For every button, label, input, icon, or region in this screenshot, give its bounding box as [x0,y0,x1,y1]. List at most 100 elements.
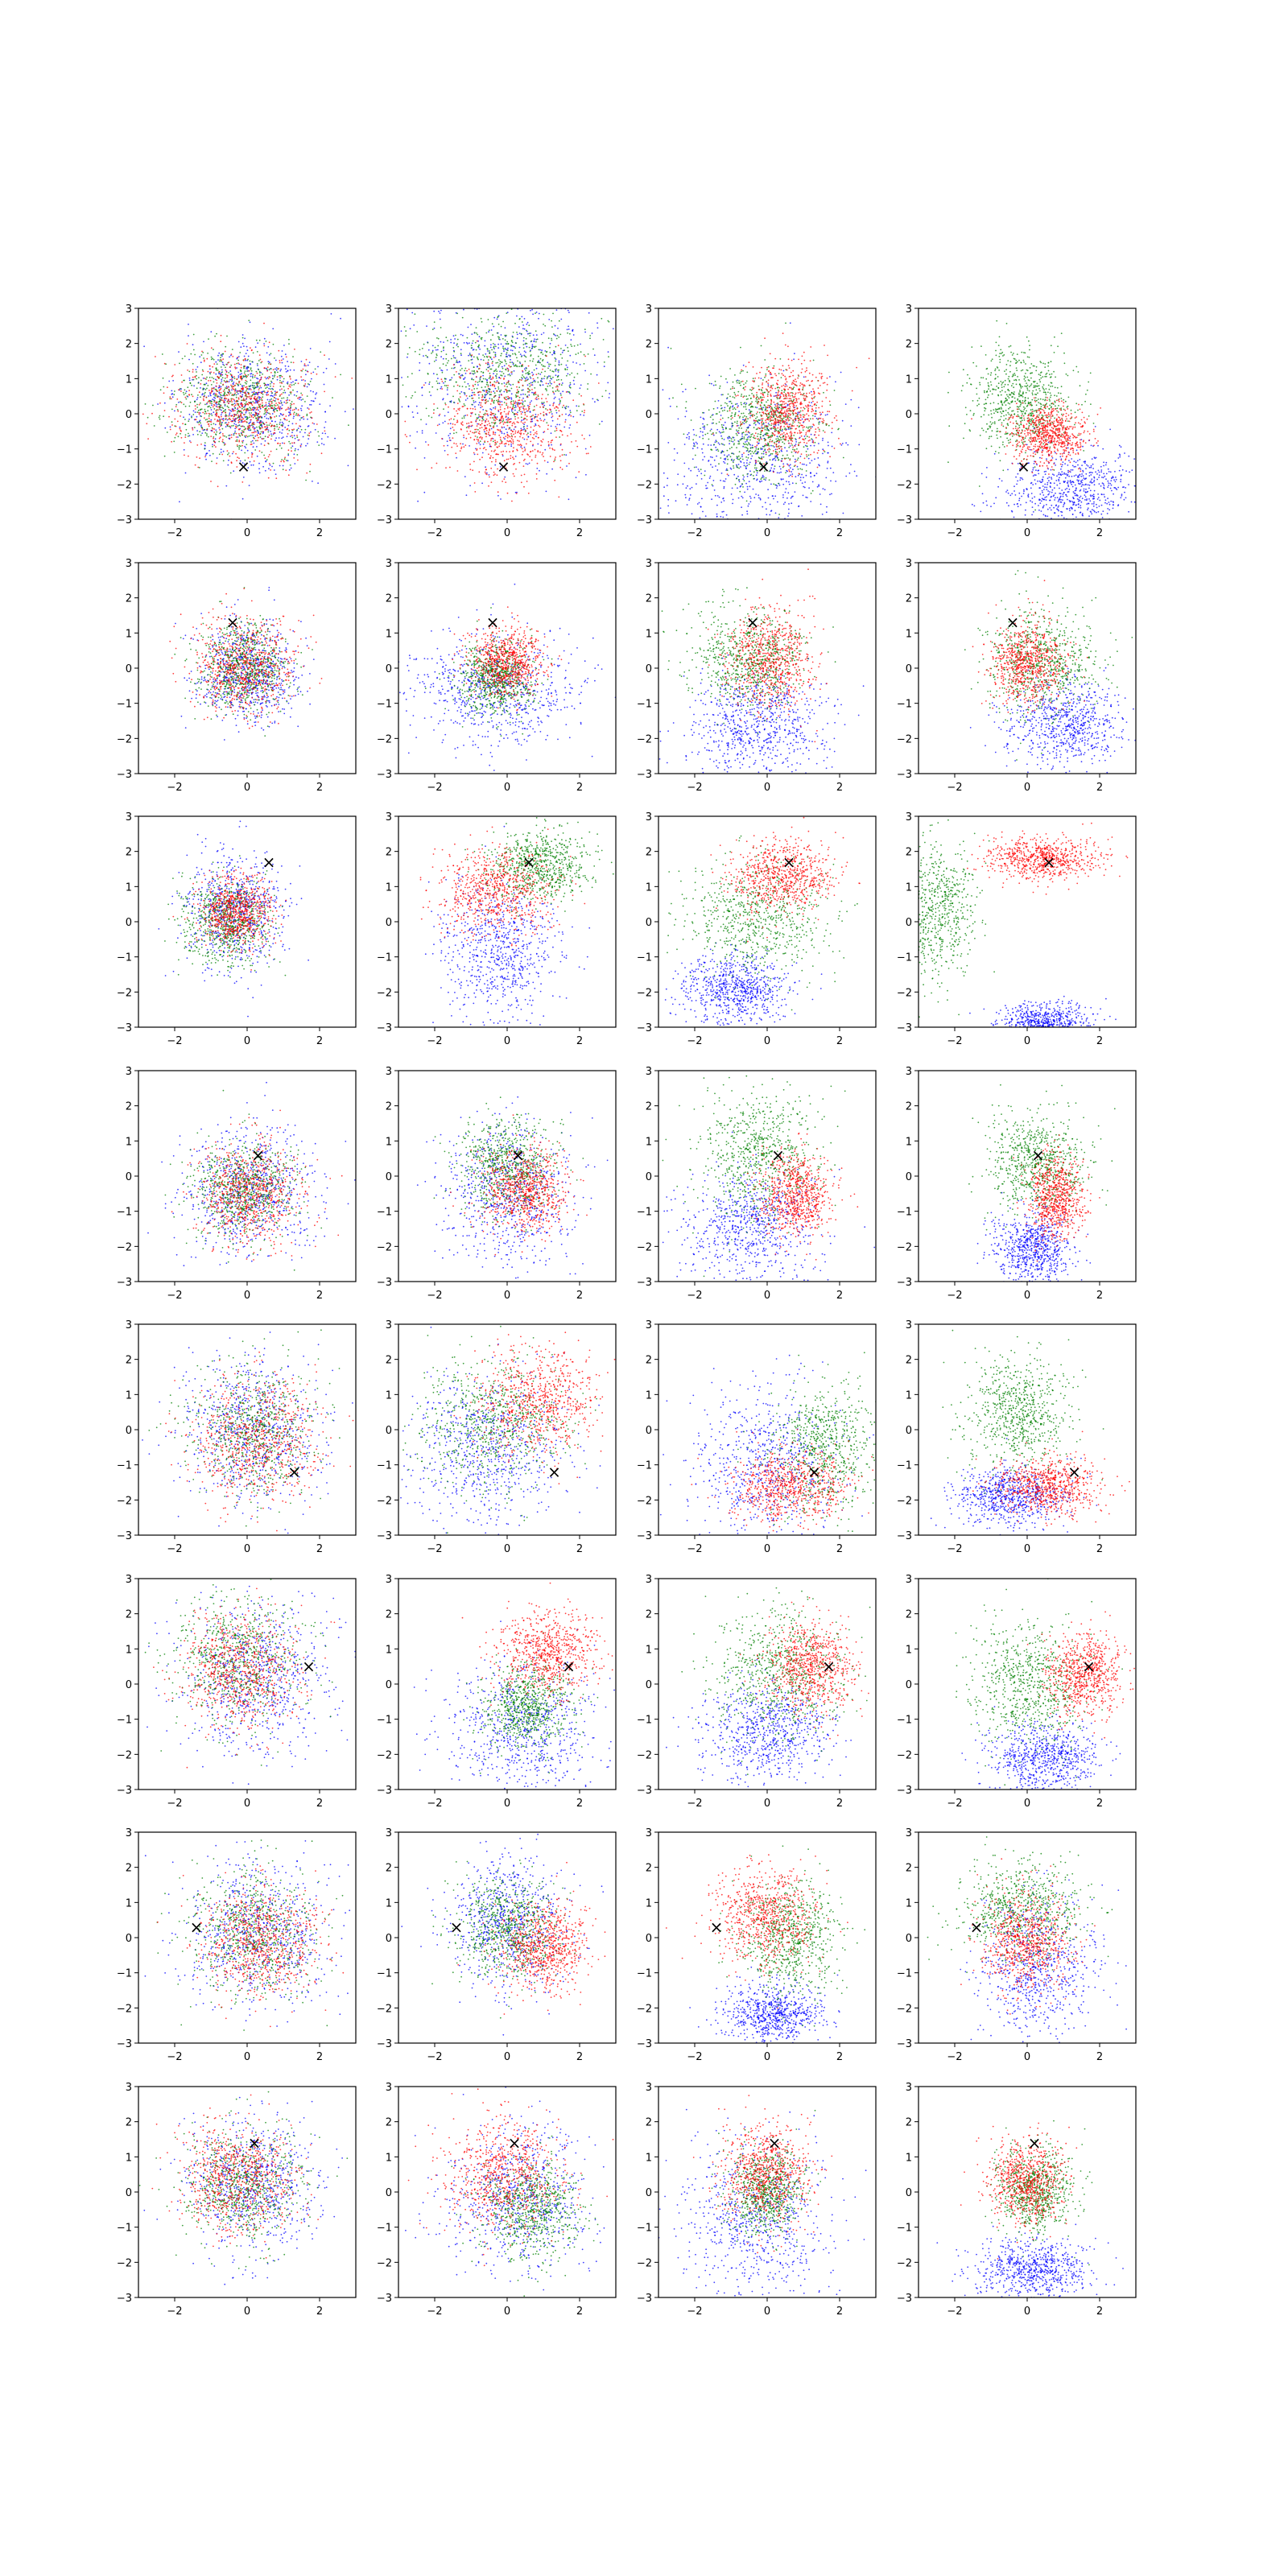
data-point [683,476,685,477]
data-point [781,478,782,480]
data-point [521,417,522,419]
data-point [555,456,556,458]
data-point [442,422,444,423]
data-point [777,436,778,437]
data-point [185,393,187,394]
data-point [572,330,573,332]
data-point [240,410,242,411]
data-point [288,421,290,423]
data-point [549,412,551,414]
data-point [800,480,802,481]
data-point [210,331,212,332]
data-point [571,373,572,374]
data-point [480,444,481,445]
data-point [171,424,173,426]
data-point [249,398,250,399]
data-point [315,369,316,370]
data-point [675,500,677,502]
data-point [724,529,726,530]
data-point [788,509,790,510]
data-point [719,444,720,445]
data-point [477,341,478,342]
data-point [456,361,457,363]
data-point [492,323,493,324]
data-point [499,391,501,393]
data-point [824,489,826,490]
data-point [287,388,289,390]
data-point [825,415,827,416]
data-point [567,367,568,369]
data-point [806,475,807,477]
data-point [213,401,215,402]
data-point [497,380,498,382]
data-point [497,410,499,411]
data-point [251,424,253,426]
data-point [283,386,285,388]
data-point [801,515,803,517]
data-point [324,433,326,435]
data-point [497,416,498,418]
data-point [247,428,249,430]
data-point [498,403,500,405]
data-point [477,370,478,372]
data-point [559,303,561,304]
data-point [493,472,495,473]
data-point [445,365,447,366]
data-point [234,432,236,434]
data-point [217,369,219,371]
data-point [447,440,448,442]
data-point [522,205,523,207]
data-point [540,440,542,442]
data-point [253,417,254,419]
data-point [221,441,223,443]
data-point [264,444,266,446]
data-point [245,391,246,393]
data-point [708,460,710,461]
data-point [231,353,233,355]
data-point [501,419,502,421]
data-point [513,458,514,460]
data-point [237,412,238,414]
data-point [436,349,437,351]
data-point [558,336,559,338]
data-point [741,436,743,437]
data-point [464,417,465,419]
data-point [506,369,507,371]
data-point [221,335,222,336]
data-point [257,365,258,366]
data-point [208,400,210,402]
data-point [207,407,208,408]
data-point [259,434,261,436]
data-point [501,452,502,453]
data-point [505,481,506,483]
data-point [222,433,224,435]
data-point [528,370,530,372]
data-point [763,453,765,455]
data-point [485,422,486,423]
data-point [503,423,505,425]
data-point [555,426,556,427]
data-point [808,487,810,489]
data-point [476,419,477,420]
data-point [849,473,851,474]
data-point [747,489,749,490]
data-point [281,398,283,399]
data-point [440,319,441,320]
data-point [270,439,272,440]
data-point [229,381,230,382]
data-point [545,413,547,415]
data-point [221,452,222,453]
data-point [460,349,462,350]
data-point [485,433,487,435]
data-point [283,378,285,380]
data-point [506,414,507,415]
data-point [827,462,828,464]
data-point [584,438,585,440]
data-point [497,336,499,338]
data-point [454,367,456,369]
data-point [502,419,504,421]
data-point [187,395,188,397]
data-point [510,384,512,386]
data-point [568,310,569,312]
data-point [521,421,522,423]
